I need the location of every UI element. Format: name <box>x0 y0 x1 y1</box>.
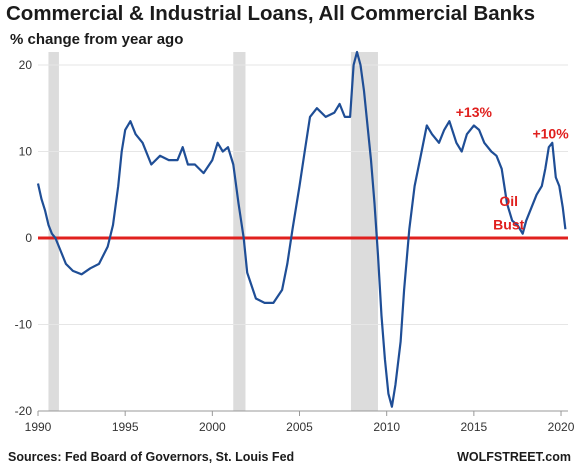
y-tick-label: -10 <box>15 317 33 331</box>
x-tick-label: 1995 <box>112 420 139 434</box>
chart-subtitle: % change from year ago <box>10 31 184 48</box>
annotations: +13% +10% Oil Bust <box>456 104 569 232</box>
source-note: Sources: Fed Board of Governors, St. Lou… <box>8 450 295 464</box>
annotation-label: Oil <box>499 193 518 209</box>
x-tick-label: 2005 <box>286 420 313 434</box>
y-axis: -20 -10 0 10 20 <box>15 58 33 418</box>
recession-band <box>350 52 378 411</box>
recession-band <box>233 52 246 411</box>
brand-label: WOLFSTREET.com <box>457 450 571 464</box>
recession-bands <box>48 52 378 411</box>
x-axis: 1990 1995 2000 2005 2010 2015 2020 <box>25 410 575 434</box>
recession-band <box>48 52 59 411</box>
x-tick-label: 2010 <box>373 420 400 434</box>
chart-title: Commercial & Industrial Loans, All Comme… <box>6 2 535 25</box>
annotation-label: Bust <box>493 216 524 232</box>
y-tick-label: 20 <box>19 58 33 72</box>
y-tick-label: 10 <box>19 144 33 158</box>
annotation-label: +10% <box>532 126 569 142</box>
series-line <box>36 50 567 408</box>
annotation-label: +13% <box>456 104 493 120</box>
x-tick-label: 2020 <box>548 420 575 434</box>
x-tick-label: 2000 <box>199 420 226 434</box>
x-tick-label: 2015 <box>461 420 488 434</box>
y-tick-label: 0 <box>25 231 32 245</box>
y-tick-label: -20 <box>15 404 33 418</box>
x-tick-label: 1990 <box>25 420 52 434</box>
